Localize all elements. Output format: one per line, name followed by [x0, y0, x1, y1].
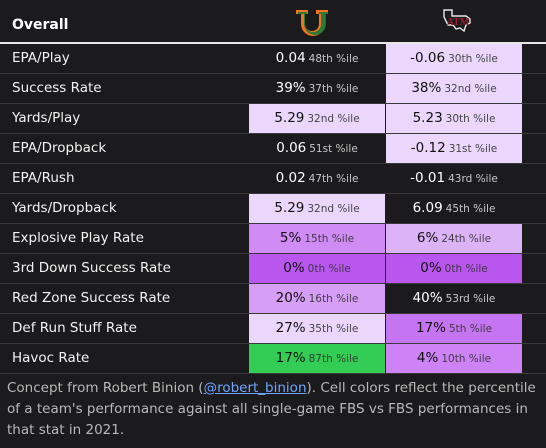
row-label: Def Run Stuff Rate [12, 320, 137, 336]
stat-percentile: 45th %ile [445, 203, 496, 215]
stat-percentile: 87th %ile [308, 353, 359, 365]
stat-percentile: 10th %ile [441, 353, 492, 365]
miami-stat-cell: 17% 87th %ile [249, 344, 385, 373]
stat-value: 0.04 [275, 50, 306, 66]
stat-percentile: 5th %ile [448, 323, 493, 335]
footer-note: Concept from Robert Binion (@robert_bini… [7, 378, 537, 441]
stat-value: 20% [275, 290, 306, 306]
row-label: 3rd Down Success Rate [12, 260, 171, 276]
stat-percentile: 15th %ile [304, 233, 355, 245]
table-row: Yards/Play 5.29 32nd %ile 5.23 30th %ile [0, 104, 546, 134]
table-row: EPA/Dropback 0.06 51st %ile -0.12 31st %ile [0, 134, 546, 164]
miami-stat-cell: 0.04 48th %ile [249, 44, 385, 73]
stat-percentile: 53rd %ile [445, 293, 496, 305]
row-label: Yards/Play [12, 110, 81, 126]
miami-stat-cell: 0% 0th %ile [249, 254, 385, 283]
table-row: EPA/Play 0.04 48th %ile -0.06 30th %ile [0, 44, 546, 74]
author-handle-link[interactable]: @robert_binion [203, 380, 307, 396]
stat-percentile: 32nd %ile [307, 113, 360, 125]
table-row: Red Zone Success Rate 20% 16th %ile 40% 53rd… [0, 284, 546, 314]
texas-am-stat-cell: 6.09 45th %ile [386, 194, 522, 223]
texas-am-logo-icon: ATM [443, 9, 471, 33]
stat-percentile: 47th %ile [308, 173, 359, 185]
miami-stat-cell: 5.29 32nd %ile [249, 194, 385, 223]
table-header: Overall ATM [0, 0, 546, 44]
stat-value: 0% [283, 260, 305, 276]
stat-value: 39% [275, 80, 306, 96]
miami-stat-cell: 39% 37th %ile [249, 74, 385, 103]
miami-stat-cell: 20% 16th %ile [249, 284, 385, 313]
stat-value: 38% [411, 80, 442, 96]
table-row: Havoc Rate 17% 87th %ile 4% 10th %ile [0, 344, 546, 374]
stat-percentile: 35th %ile [308, 323, 359, 335]
row-label: EPA/Play [12, 50, 70, 66]
table-row: Yards/Dropback 5.29 32nd %ile 6.09 45th %ile [0, 194, 546, 224]
stat-value: 4% [416, 350, 439, 366]
stat-value: 5.29 [274, 200, 305, 216]
stat-value: 5.29 [274, 110, 305, 126]
table-row: Explosive Play Rate 5% 15th %ile 6% 24th %il… [0, 224, 546, 254]
miami-stat-cell: 0.06 51st %ile [249, 134, 385, 163]
stat-percentile: 37th %ile [308, 83, 359, 95]
stat-percentile: 51st %ile [309, 143, 358, 155]
row-label: Yards/Dropback [12, 200, 117, 216]
row-label: Success Rate [12, 80, 102, 96]
footer-text-post: ). Cell colors reflect the percentile of… [7, 380, 536, 438]
stat-value: 5.23 [412, 110, 443, 126]
row-label: EPA/Rush [12, 170, 75, 186]
stat-value: -0.12 [410, 140, 446, 156]
stat-value: 40% [412, 290, 443, 306]
stat-value: 27% [275, 320, 306, 336]
stat-percentile: 30th %ile [448, 53, 498, 65]
stat-value: 0.02 [275, 170, 306, 186]
texas-am-stat-cell: -0.12 31st %ile [386, 134, 522, 163]
texas-am-stat-cell: 6% 24th %ile [386, 224, 522, 253]
miami-stat-cell: 5% 15th %ile [249, 224, 385, 253]
footer-text-pre: Concept from Robert Binion ( [7, 380, 204, 396]
stat-value: -0.01 [410, 170, 446, 186]
stat-value: 5% [279, 230, 302, 246]
table-row: 3rd Down Success Rate 0% 0th %ile 0% 0th %il… [0, 254, 546, 284]
texas-am-stat-cell: -0.01 43rd %ile [386, 164, 522, 193]
texas-am-stat-cell: -0.06 30th %ile [386, 44, 522, 73]
svg-text:ATM: ATM [447, 17, 470, 28]
texas-am-stat-cell: 5.23 30th %ile [386, 104, 522, 133]
table-row: Def Run Stuff Rate 27% 35th %ile 17% 5th %il… [0, 314, 546, 344]
miami-u-logo-icon [296, 10, 328, 36]
stat-value: 6.09 [412, 200, 443, 216]
row-label: Red Zone Success Rate [12, 290, 171, 306]
row-label: Explosive Play Rate [12, 230, 144, 246]
stat-value: 0% [420, 260, 442, 276]
texas-am-stat-cell: 17% 5th %ile [386, 314, 522, 343]
table-row: Success Rate 39% 37th %ile 38% 32nd %ile [0, 74, 546, 104]
stat-percentile: 0th %ile [444, 263, 488, 275]
texas-am-stat-cell: 38% 32nd %ile [386, 74, 522, 103]
miami-stat-cell: 27% 35th %ile [249, 314, 385, 343]
table-title: Overall [12, 17, 69, 33]
texas-am-stat-cell: 4% 10th %ile [386, 344, 522, 373]
miami-stat-cell: 5.29 32nd %ile [249, 104, 385, 133]
stat-percentile: 0th %ile [307, 263, 351, 275]
texas-am-stat-cell: 0% 0th %ile [386, 254, 522, 283]
stat-value: -0.06 [410, 50, 446, 66]
stat-percentile: 31st %ile [448, 143, 498, 155]
stat-percentile: 32nd %ile [307, 203, 360, 215]
miami-stat-cell: 0.02 47th %ile [249, 164, 385, 193]
stat-percentile: 43rd %ile [448, 173, 498, 185]
row-label: Havoc Rate [12, 350, 90, 366]
stats-table: Overall ATM EPA/Play 0.04 48th %ile -0.06 30… [0, 0, 546, 374]
stat-percentile: 16th %ile [308, 293, 359, 305]
row-label: EPA/Dropback [12, 140, 107, 156]
stat-percentile: 30th %ile [445, 113, 496, 125]
stat-value: 17% [275, 350, 306, 366]
stat-value: 6% [416, 230, 439, 246]
stat-percentile: 24th %ile [441, 233, 492, 245]
stat-value: 0.06 [276, 140, 307, 156]
stat-percentile: 48th %ile [308, 53, 359, 65]
stat-percentile: 32nd %ile [444, 83, 497, 95]
table-row: EPA/Rush 0.02 47th %ile -0.01 43rd %ile [0, 164, 546, 194]
stat-value: 17% [415, 320, 446, 336]
texas-am-stat-cell: 40% 53rd %ile [386, 284, 522, 313]
